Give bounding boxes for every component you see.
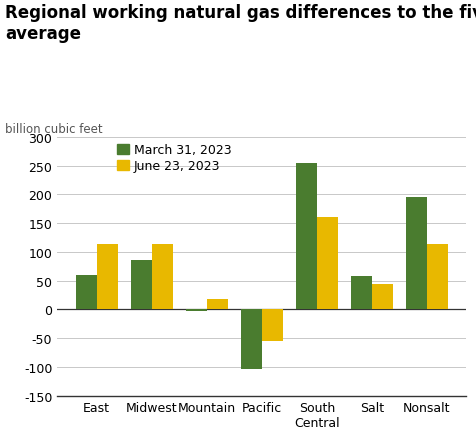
Bar [152,245,173,310]
Bar [351,276,372,310]
Bar [406,197,427,310]
Bar [241,310,262,369]
Bar [372,284,393,310]
Bar [296,163,317,310]
Bar [427,245,448,310]
Bar [76,275,97,310]
Bar [97,245,118,310]
Bar [262,310,283,341]
Bar [317,218,338,310]
Bar [207,299,228,310]
Text: billion cubic feet: billion cubic feet [5,123,102,135]
Bar [186,310,207,311]
Text: Regional working natural gas differences to the five-year
average: Regional working natural gas differences… [5,4,476,43]
Legend: March 31, 2023, June 23, 2023: March 31, 2023, June 23, 2023 [117,144,232,173]
Bar [131,261,152,310]
